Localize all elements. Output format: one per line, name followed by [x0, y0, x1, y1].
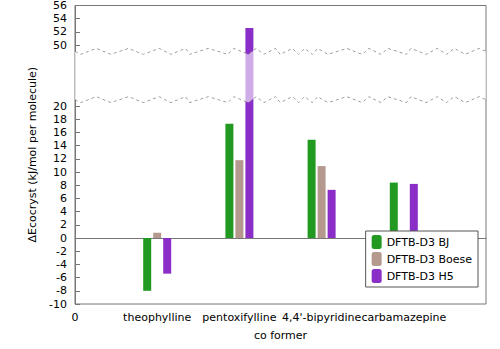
svg-text:-6: -6	[56, 271, 67, 284]
svg-text:4,4'-bipyridine: 4,4'-bipyridine	[282, 311, 362, 324]
svg-text:-2: -2	[56, 245, 67, 258]
svg-text:-10: -10	[49, 298, 67, 311]
svg-text:6: 6	[60, 192, 67, 205]
svg-text:0: 0	[60, 232, 67, 245]
svg-text:carbamazepine: carbamazepine	[361, 311, 446, 324]
svg-text:0: 0	[72, 311, 79, 324]
svg-text:54: 54	[53, 12, 67, 25]
svg-text:co former: co former	[254, 329, 308, 342]
svg-text:ΔEcocryst (kJ/mol per molecule: ΔEcocryst (kJ/mol per molecule)	[26, 67, 39, 243]
svg-text:12: 12	[53, 152, 67, 165]
svg-text:50: 50	[53, 39, 67, 52]
svg-text:DFTB-D3 Boese: DFTB-D3 Boese	[387, 253, 473, 266]
svg-text:DFTB-D3 BJ: DFTB-D3 BJ	[387, 236, 450, 249]
svg-text:4: 4	[60, 205, 67, 218]
svg-text:20: 20	[53, 100, 67, 113]
svg-text:56: 56	[53, 0, 67, 12]
svg-text:theophylline: theophylline	[123, 311, 191, 324]
svg-text:52: 52	[53, 25, 67, 38]
svg-text:10: 10	[53, 166, 67, 179]
svg-text:DFTB-D3 H5: DFTB-D3 H5	[387, 270, 454, 283]
svg-text:pentoxifylline: pentoxifylline	[202, 311, 276, 324]
svg-text:14: 14	[53, 139, 67, 152]
svg-text:-4: -4	[56, 258, 67, 271]
svg-text:8: 8	[60, 179, 67, 192]
svg-text:-8: -8	[56, 284, 67, 297]
svg-text:16: 16	[53, 126, 67, 139]
svg-text:18: 18	[53, 113, 67, 126]
svg-text:2: 2	[60, 218, 67, 231]
